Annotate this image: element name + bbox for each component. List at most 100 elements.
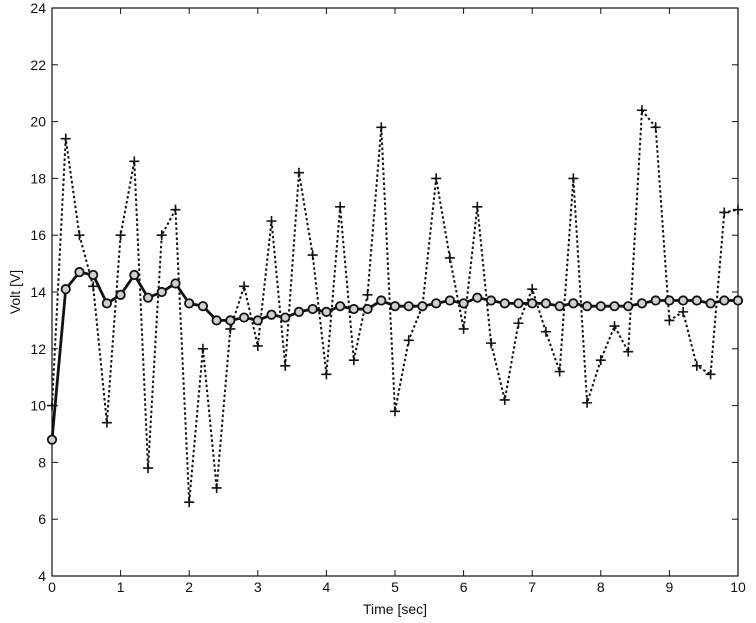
- x-tick-label: 9: [666, 579, 674, 595]
- plus-marker: [609, 321, 620, 332]
- plus-marker: [101, 417, 112, 428]
- plus-marker: [88, 281, 99, 292]
- circle-marker: [60, 284, 71, 295]
- circle-marker: [88, 269, 99, 281]
- circle-marker: [719, 295, 730, 306]
- plus-marker: [266, 216, 277, 226]
- circle-marker: [335, 301, 346, 312]
- circle-marker: [197, 301, 209, 312]
- plot-area: [51, 7, 739, 577]
- circle-marker: [431, 298, 442, 309]
- circle-marker: [46, 434, 58, 445]
- plus-marker: [664, 315, 675, 326]
- plus-marker: [156, 230, 167, 241]
- plus-marker: [527, 284, 538, 295]
- plus-marker: [705, 369, 716, 380]
- circle-marker: [211, 315, 222, 326]
- x-tick-label: 2: [185, 579, 193, 595]
- plus-marker: [211, 482, 222, 493]
- plus-marker: [568, 173, 579, 184]
- circle-marker: [238, 312, 250, 323]
- circle-marker: [485, 295, 497, 306]
- y-axis-title: Volt [V]: [7, 270, 23, 314]
- circle-marker: [417, 301, 428, 312]
- circle-marker: [348, 303, 359, 315]
- plus-marker: [472, 201, 483, 212]
- circle-marker: [499, 298, 510, 309]
- plus-marker: [129, 156, 140, 167]
- x-tick-label: 8: [597, 579, 605, 595]
- circle-marker: [225, 315, 236, 326]
- circle-marker: [129, 269, 140, 281]
- plus-marker: [390, 406, 400, 417]
- plus-marker: [623, 346, 634, 357]
- plus-marker: [60, 133, 71, 144]
- circle-marker: [444, 295, 455, 306]
- plus-marker: [403, 335, 414, 346]
- series-circle-markers: [46, 267, 744, 445]
- y-tick-label: 8: [38, 454, 46, 470]
- plus-marker: [225, 323, 236, 334]
- circle-marker: [581, 301, 593, 312]
- x-tick-label: 4: [323, 579, 331, 595]
- plus-marker: [499, 394, 510, 405]
- y-tick-label: 10: [30, 398, 46, 414]
- y-tick-label: 22: [30, 57, 46, 73]
- plus-marker: [74, 230, 85, 241]
- plus-marker: [252, 340, 263, 351]
- plus-marker: [197, 343, 208, 354]
- plus-marker: [280, 360, 291, 371]
- circle-marker: [389, 301, 401, 312]
- y-tick-label: 4: [38, 568, 46, 584]
- plus-marker: [170, 204, 181, 215]
- circle-marker: [705, 298, 716, 309]
- plus-marker: [143, 463, 154, 474]
- x-tick-label: 3: [254, 579, 262, 595]
- circle-marker: [403, 301, 414, 312]
- circle-marker: [472, 292, 483, 303]
- plus-marker: [431, 173, 442, 184]
- circle-marker: [321, 306, 332, 317]
- circle-marker: [595, 301, 606, 312]
- plus-marker: [335, 201, 346, 212]
- y-tick-label: 24: [30, 0, 46, 16]
- x-tick-label: 1: [117, 579, 125, 595]
- circle-marker: [142, 292, 154, 303]
- x-tick-label: 10: [730, 579, 746, 595]
- plus-marker: [733, 204, 743, 215]
- circle-marker: [609, 301, 620, 312]
- circle-marker: [691, 295, 702, 306]
- plus-marker: [458, 323, 469, 334]
- plus-marker: [719, 207, 730, 218]
- x-tick-label: 5: [391, 579, 399, 595]
- plus-marker: [650, 122, 661, 133]
- x-tick-label: 7: [528, 579, 536, 595]
- plus-marker: [362, 289, 373, 300]
- plus-marker: [595, 355, 606, 366]
- circle-marker: [664, 295, 675, 306]
- circle-marker: [732, 295, 744, 306]
- circle-marker: [252, 315, 263, 326]
- plus-marker: [239, 281, 250, 292]
- plus-marker: [293, 167, 304, 178]
- plus-marker: [348, 355, 359, 366]
- x-tick-label: 6: [460, 579, 468, 595]
- circle-marker: [623, 301, 634, 312]
- circle-marker: [115, 289, 126, 300]
- plus-marker: [513, 318, 524, 329]
- plus-marker: [321, 369, 332, 380]
- circle-marker: [554, 301, 565, 312]
- circle-marker: [568, 298, 579, 309]
- circle-marker: [101, 298, 112, 309]
- circle-marker: [74, 267, 85, 278]
- plus-marker: [184, 497, 195, 508]
- plus-marker: [678, 306, 689, 317]
- plus-marker: [636, 105, 647, 116]
- circle-marker: [513, 298, 524, 309]
- circle-marker: [540, 298, 552, 309]
- y-tick-label: 20: [30, 114, 46, 130]
- plus-marker: [376, 122, 387, 133]
- circle-marker: [170, 278, 181, 289]
